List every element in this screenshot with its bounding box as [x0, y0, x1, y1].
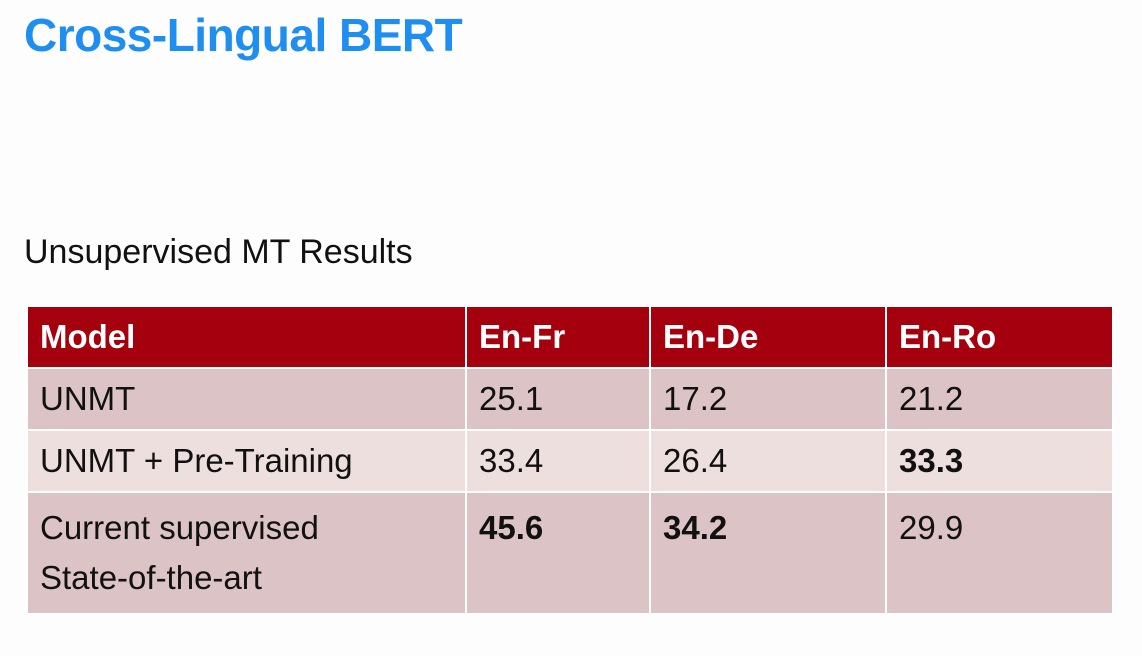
cell-en-fr: 33.4 [465, 429, 651, 493]
table-row: Current supervised State-of-the-art 45.6… [26, 491, 1114, 615]
cell-model: Current supervised State-of-the-art [26, 491, 467, 615]
slide-title: Cross-Lingual BERT [24, 9, 463, 61]
section-heading: Unsupervised MT Results [24, 233, 413, 271]
table-row: UNMT + Pre-Training 33.4 26.4 33.3 [26, 429, 1114, 493]
cell-en-de: 34.2 [649, 491, 887, 615]
header-model: Model [26, 305, 467, 369]
table-header-row: Model En-Fr En-De En-Ro [26, 305, 1114, 369]
header-en-de: En-De [649, 305, 887, 369]
model-name-line: UNMT + Pre-Training [40, 442, 353, 479]
table-row: UNMT 25.1 17.2 21.2 [26, 367, 1114, 431]
cell-en-de: 26.4 [649, 429, 887, 493]
model-name-line: UNMT [40, 380, 136, 417]
cell-model: UNMT + Pre-Training [26, 429, 467, 493]
model-name-line: State-of-the-art [40, 559, 262, 596]
header-en-fr: En-Fr [465, 305, 651, 369]
cell-en-fr: 25.1 [465, 367, 651, 431]
cell-en-ro: 29.9 [885, 491, 1114, 615]
cell-en-ro: 21.2 [885, 367, 1114, 431]
cell-en-ro: 33.3 [885, 429, 1114, 493]
cell-en-de: 17.2 [649, 367, 887, 431]
cell-model: UNMT [26, 367, 467, 431]
results-table: Model En-Fr En-De En-Ro UNMT 25.1 17.2 2… [26, 305, 1114, 615]
cell-en-fr: 45.6 [465, 491, 651, 615]
model-name-line: Current supervised [40, 509, 319, 546]
header-en-ro: En-Ro [885, 305, 1114, 369]
